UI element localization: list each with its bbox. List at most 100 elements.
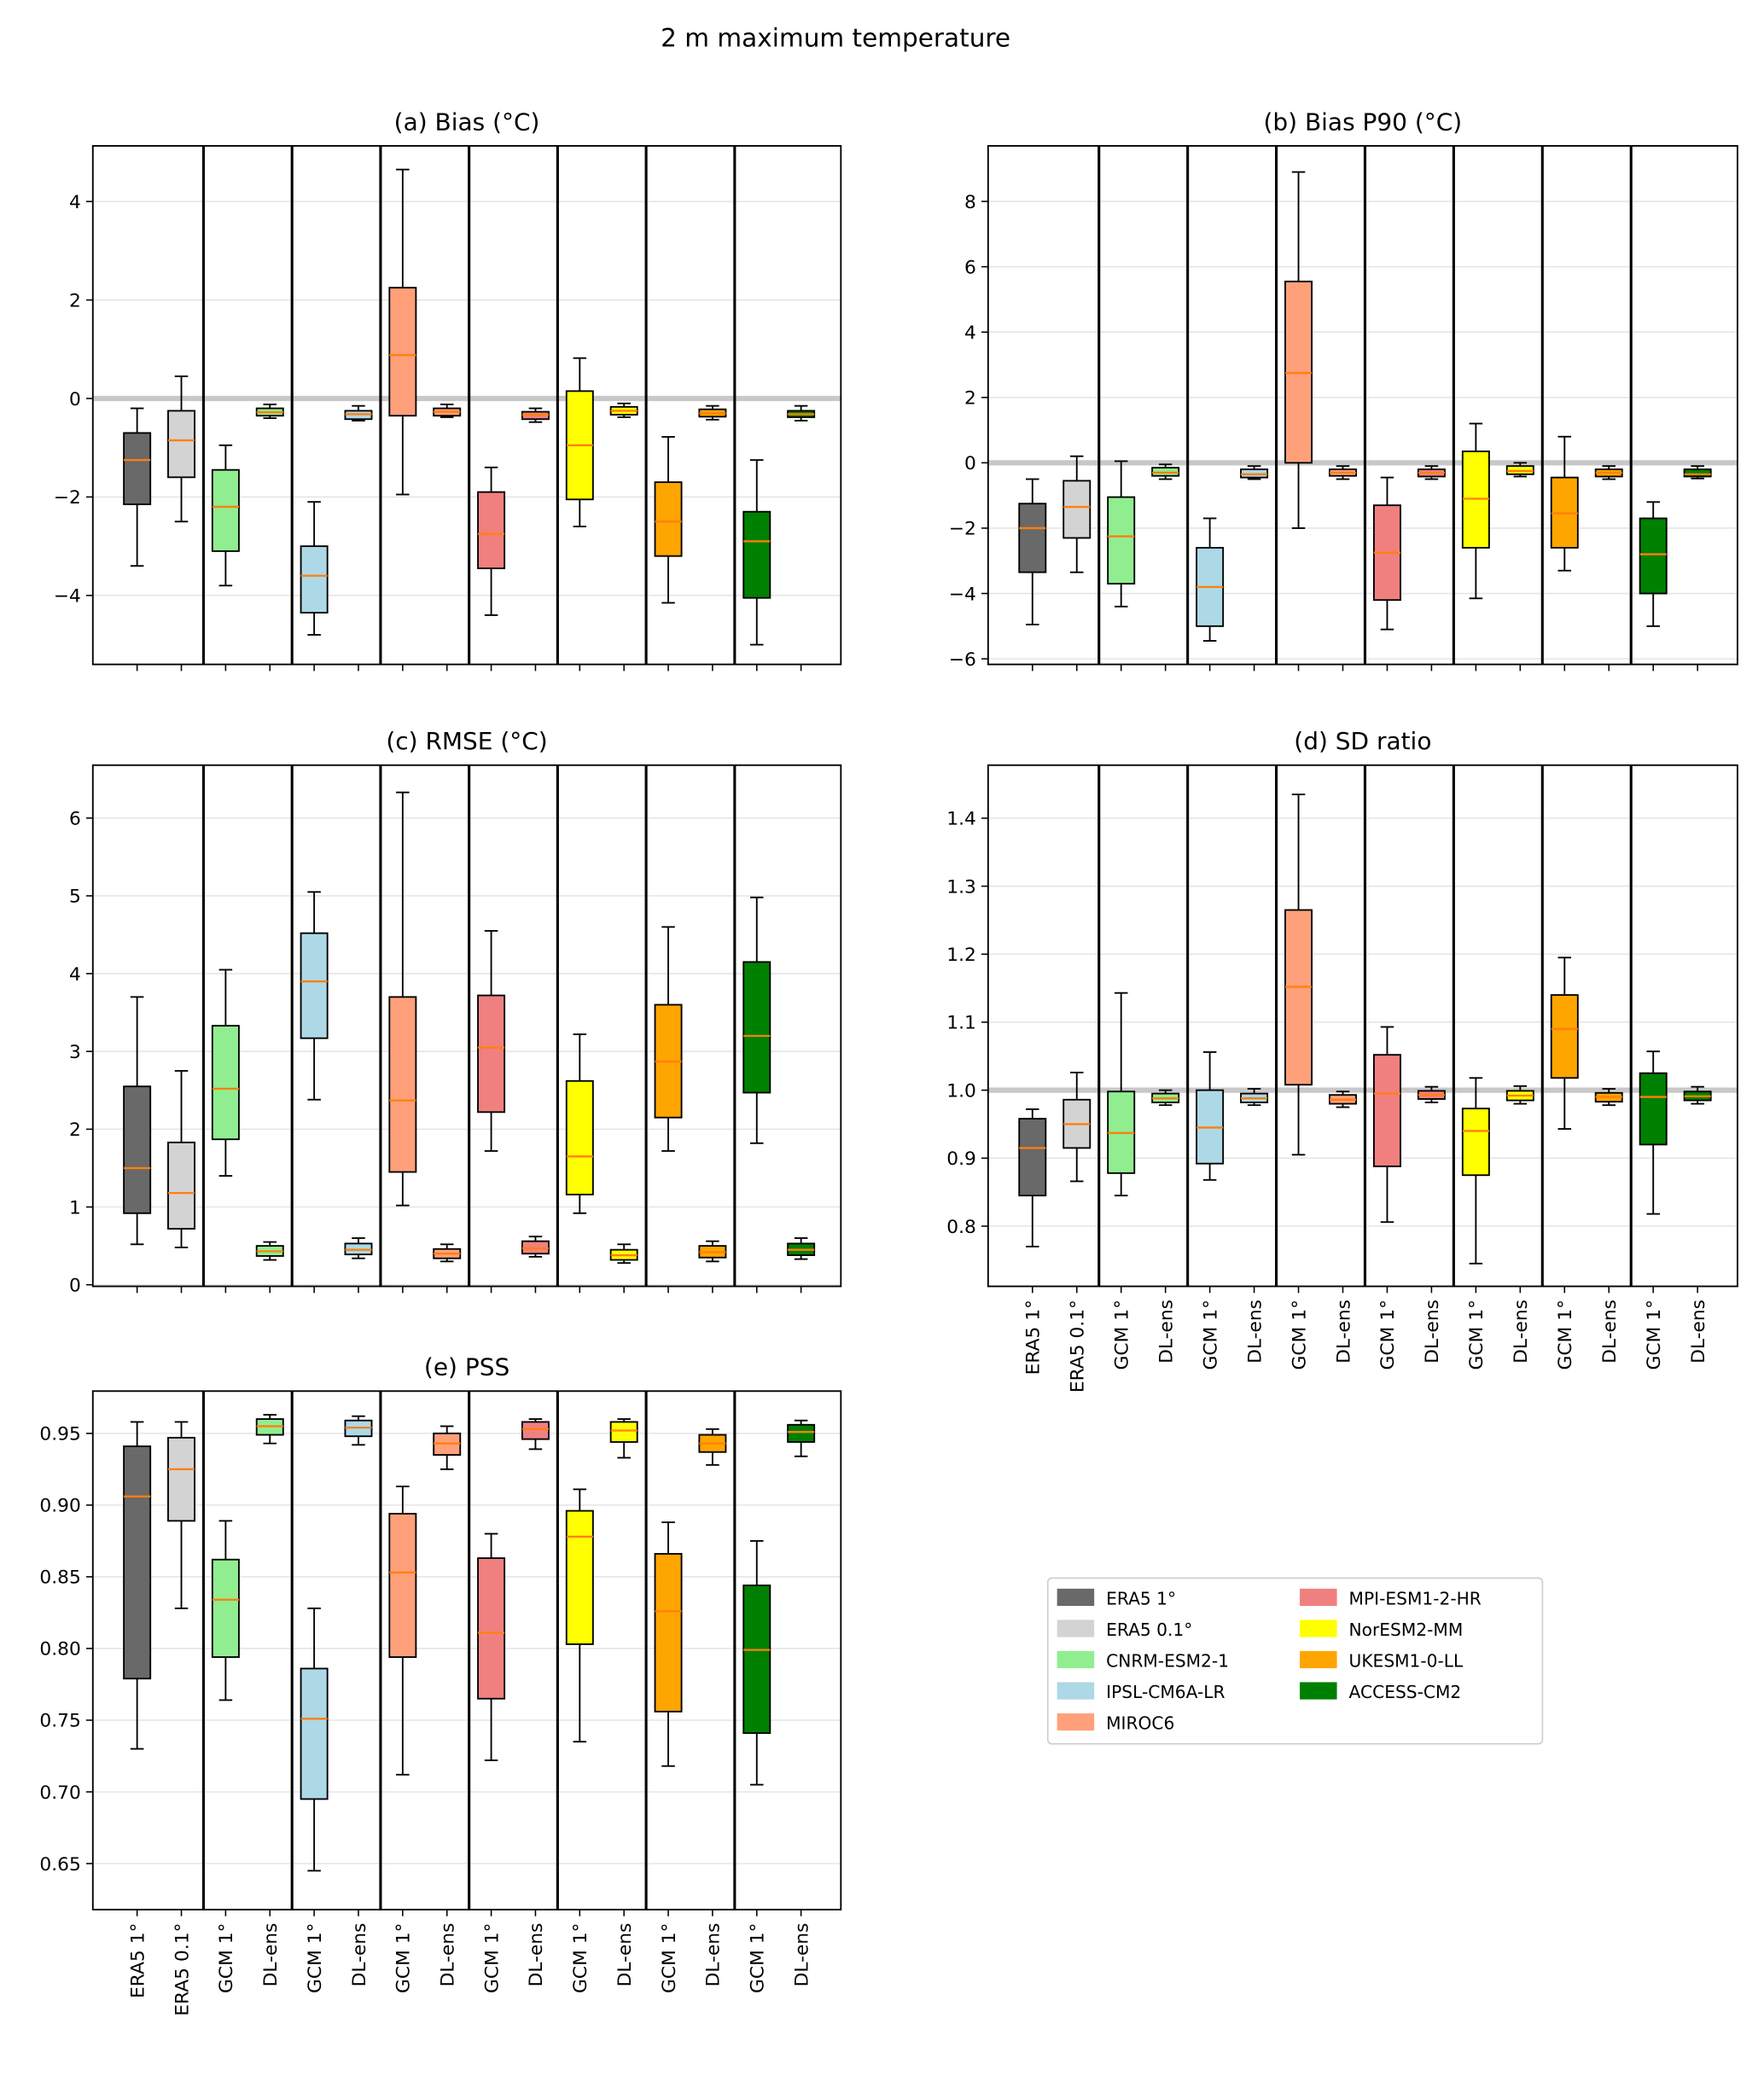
x-tick-label: DL-ens [1333,1300,1354,1364]
box-5 [1196,1051,1225,1181]
y-tick-label: −6 [949,649,976,671]
box-15 [1639,501,1668,627]
box-iqr [167,410,195,479]
box-4 [1151,1089,1180,1107]
box-iqr [565,1509,594,1645]
box-iqr [211,1558,240,1658]
x-tick-label: DL-ens [614,1923,636,1987]
box-iqr [167,1436,195,1522]
box-iqr [1461,1108,1490,1177]
legend-swatch [1057,1588,1095,1607]
box-11 [1461,1077,1490,1265]
y-tick-label: 0.70 [39,1782,80,1804]
box-iqr [300,1667,329,1800]
axes-frame [987,145,1738,666]
x-tick-label: DL-ens [1688,1300,1709,1364]
x-tick-label: DL-ens [1599,1300,1621,1364]
x-tick-label: GCM 1° [481,1923,503,1993]
legend-label: IPSL-CM6A-LR [1106,1682,1225,1702]
box-iqr [1683,468,1712,478]
x-tick-label: DL-ens [260,1923,282,1987]
y-tick-label: −2 [949,519,976,540]
box-iqr [654,1553,683,1713]
panel-b: −6 −4 −2 0 2 4 6 8 (b) Bias P90 (°C) [949,108,1738,672]
x-tick-label: ERA5 1° [127,1923,148,1998]
x-tick-label: ERA5 0.1° [1068,1300,1089,1393]
box-1 [123,996,152,1246]
legend-swatch [1057,1713,1095,1731]
box-iqr [211,1025,240,1141]
box-15 [1639,1050,1668,1215]
legend-label: CNRM-ESM2-1 [1106,1651,1229,1672]
legend-frame [1046,1577,1544,1745]
box-7 [388,168,417,496]
box-iqr [1284,909,1313,1086]
y-tick-label: 2 [964,388,976,410]
box-3 [1107,460,1136,608]
box-16 [1683,1085,1712,1105]
x-tick-label: DL-ens [703,1923,725,1987]
box-iqr [477,491,506,570]
box-13 [1550,957,1579,1130]
box-iqr [609,1421,638,1443]
y-tick-label: 0.75 [39,1711,80,1732]
box-4 [255,403,284,420]
axes-frame [91,145,842,666]
box-16 [787,404,816,422]
legend: ERA5 1° ERA5 0.1° CNRM-ESM2-1 IPSL-CM6A-LR M… [1046,1577,1544,1745]
box-14 [698,1428,727,1466]
box-13 [654,436,683,604]
y-tick-label: −4 [949,584,976,605]
x-tick-label: GCM 1° [659,1923,680,1993]
box-16 [787,1419,816,1457]
panel-title: (a) Bias (°C) [394,108,540,136]
box-4 [255,1241,284,1261]
x-tick-label: GCM 1° [1644,1300,1665,1370]
box-iqr [742,961,771,1094]
box-8 [433,403,462,418]
box-9 [1372,1026,1401,1224]
box-9 [477,466,506,616]
y-tick-label: 1.1 [946,1013,976,1034]
axes-frame [91,764,842,1288]
box-12 [609,402,638,418]
box-iqr [1107,496,1136,584]
box-iqr [1018,1118,1047,1197]
box-12 [1505,462,1534,478]
panel-title: (e) PSS [424,1353,509,1381]
box-iqr [742,510,771,599]
y-tick-label: 4 [69,192,81,213]
box-5 [300,891,329,1101]
box-6 [1240,1088,1269,1107]
box-9 [477,929,506,1152]
panel-title: (b) Bias P90 (°C) [1264,108,1463,136]
x-tick-label: GCM 1° [1377,1300,1399,1370]
x-tick-label: GCM 1° [216,1923,237,1993]
box-14 [1594,1088,1623,1107]
box-iqr [388,1513,417,1658]
box-11 [565,357,594,527]
legend-swatch [1300,1650,1337,1669]
box-iqr [1018,503,1047,573]
box-9 [1372,476,1401,631]
box-6 [344,404,373,422]
x-tick-label: GCM 1° [570,1923,591,1993]
box-iqr [388,287,417,417]
box-iqr [123,1085,152,1214]
y-tick-label: 6 [69,808,81,829]
x-tick-label: DL-ens [526,1923,547,1987]
box-5 [300,1607,329,1872]
legend-swatch [1057,1650,1095,1669]
box-6 [344,1237,373,1259]
x-tick-label: GCM 1° [1555,1300,1576,1370]
x-tick-label: DL-ens [1244,1300,1266,1364]
box-4 [1151,463,1180,480]
legend-swatch [1057,1620,1095,1637]
box-iqr [167,1141,195,1230]
legend-swatch [1300,1588,1337,1607]
box-14 [698,1240,727,1263]
box-iqr [565,1079,594,1195]
box-10 [1417,465,1446,480]
y-tick-label: 4 [964,323,976,344]
y-tick-label: 1 [69,1197,81,1218]
